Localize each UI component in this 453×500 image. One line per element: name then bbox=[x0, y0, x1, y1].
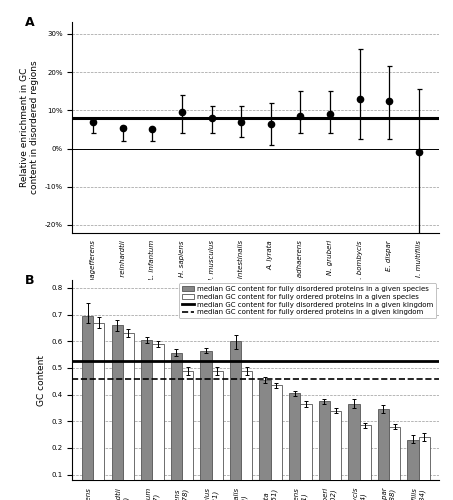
Bar bbox=[141, 340, 152, 500]
Bar bbox=[378, 410, 389, 500]
Bar bbox=[152, 344, 164, 500]
Text: A: A bbox=[25, 16, 34, 29]
Bar bbox=[407, 440, 419, 500]
Bar bbox=[260, 380, 271, 500]
Bar bbox=[212, 370, 223, 500]
Bar bbox=[230, 342, 241, 500]
Bar bbox=[271, 386, 282, 500]
Bar bbox=[93, 322, 105, 500]
Bar bbox=[318, 402, 330, 500]
Bar bbox=[360, 426, 371, 500]
Bar bbox=[348, 404, 360, 500]
Bar bbox=[82, 316, 93, 500]
Bar bbox=[330, 410, 341, 500]
Text: B: B bbox=[25, 274, 34, 287]
Bar bbox=[182, 370, 193, 500]
Bar bbox=[171, 354, 182, 500]
Bar bbox=[200, 350, 212, 500]
Y-axis label: GC content: GC content bbox=[37, 354, 46, 406]
Bar bbox=[300, 404, 312, 500]
Legend: median GC content for fully disordered proteins in a given species, median GC co: median GC content for fully disordered p… bbox=[179, 284, 436, 318]
Bar bbox=[419, 438, 430, 500]
Y-axis label: Relative enrichment in GC
content in disordered regions: Relative enrichment in GC content in dis… bbox=[19, 60, 39, 194]
Bar bbox=[389, 426, 400, 500]
Bar bbox=[241, 370, 252, 500]
Bar bbox=[123, 334, 134, 500]
Bar bbox=[289, 394, 300, 500]
Bar bbox=[111, 326, 123, 500]
